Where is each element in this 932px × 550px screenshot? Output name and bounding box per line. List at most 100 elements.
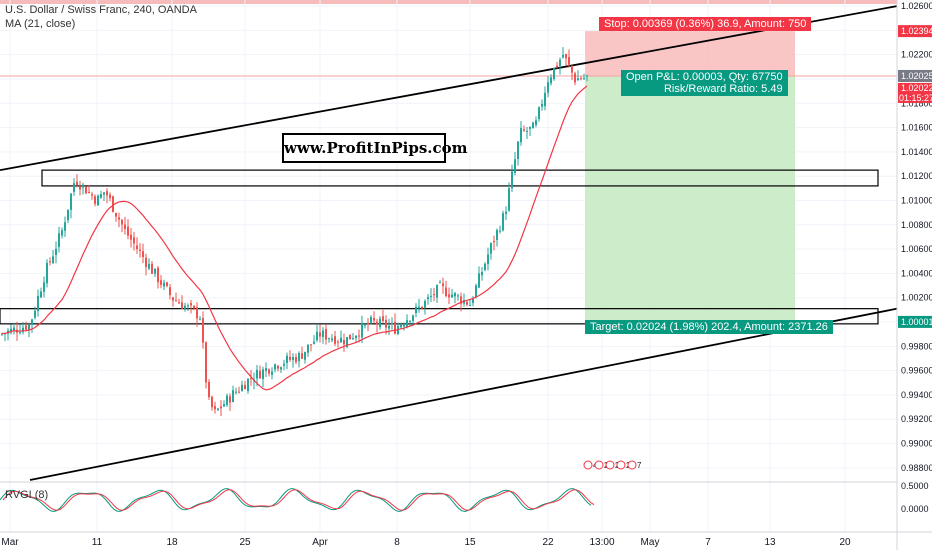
x-tick-label: 11 [92, 537, 103, 548]
candle-body [259, 370, 261, 379]
candle-body [481, 271, 483, 276]
candle-body [571, 65, 573, 73]
candle-body [532, 122, 534, 129]
candle-body [58, 233, 60, 247]
candle-body [466, 301, 468, 305]
candle-body [79, 186, 81, 190]
candle-body [454, 293, 456, 297]
y-tick-label: 1.00200 [901, 293, 932, 303]
candle-body [211, 396, 213, 408]
candle-body [172, 297, 174, 301]
candle-body [274, 364, 276, 370]
candle-body [343, 340, 345, 345]
candle-body [430, 295, 432, 297]
x-tick-label: 13 [764, 537, 776, 548]
candle-body [115, 212, 117, 217]
candle-body [379, 318, 381, 328]
candle-body [361, 323, 363, 338]
candle-body [223, 404, 225, 407]
candle-body [505, 211, 507, 215]
candle-body [433, 294, 435, 296]
x-tick-label: 22 [542, 537, 554, 548]
candle-body [181, 302, 183, 309]
candle-body [70, 193, 72, 210]
candle-body [508, 188, 510, 211]
candle-body [265, 368, 267, 372]
candle-body [109, 194, 111, 199]
candle-body [103, 192, 105, 195]
candle-body [337, 341, 339, 343]
candle-body [292, 357, 294, 361]
candle-body [553, 67, 555, 80]
candle-body [355, 335, 357, 339]
candle-body [34, 310, 36, 318]
candle-body [541, 103, 543, 107]
x-tick-label: 20 [839, 537, 851, 548]
candle-body [268, 369, 270, 374]
candle-body [13, 327, 15, 331]
candle-body [376, 321, 378, 325]
candle-body [175, 300, 177, 302]
y-tick-label: 1.00400 [901, 268, 932, 278]
candle-body [190, 303, 192, 306]
candle-body [97, 195, 99, 206]
candle-body [427, 297, 429, 300]
y-tick-label: 1.01800 [901, 98, 932, 108]
candle-body [94, 196, 96, 204]
zone-box [0, 308, 879, 325]
brand-watermark: www.ProfitInPips.com [282, 133, 468, 163]
candle-body [556, 65, 558, 68]
candle-body [208, 381, 210, 398]
candle-body [166, 282, 168, 287]
candle-body [10, 328, 12, 333]
stop-zone [585, 31, 795, 76]
y-tick-label: 1.02600 [901, 1, 932, 11]
candle-body [64, 222, 66, 231]
candle-body [448, 294, 450, 298]
target-zone [585, 75, 795, 322]
candle-body [235, 391, 237, 393]
candle-body [577, 78, 579, 81]
price-tag-bg [898, 69, 932, 82]
candle-body [475, 285, 477, 298]
candle-body [160, 280, 162, 285]
channel-lower-line [29, 307, 898, 481]
candle-body [319, 332, 321, 337]
candle-body [340, 337, 342, 343]
y-tick-label: 1.02200 [901, 50, 932, 60]
candle-body [163, 282, 165, 287]
candle-body [334, 336, 336, 344]
candle-body [262, 369, 264, 379]
rvgi-signal-line [2, 489, 595, 511]
candle-body [91, 194, 93, 196]
candle-body [49, 261, 51, 263]
y-tick-label: 0.98800 [901, 463, 932, 473]
candle-body [316, 331, 318, 341]
candle-body [511, 171, 513, 189]
symbol-title: U.S. Dollar / Swiss Franc, 240, OANDA [5, 4, 197, 16]
zone-box [41, 169, 879, 187]
candle-body [229, 396, 231, 403]
candle-body [310, 344, 312, 346]
candle-body [241, 384, 243, 391]
candle-body [271, 371, 273, 375]
y-tick-label: 0.99800 [901, 341, 932, 351]
candle-body [193, 305, 195, 309]
candle-body [226, 395, 228, 405]
candle-body [538, 107, 540, 120]
candle-body [157, 267, 159, 283]
y-tick-label: 1.00600 [901, 244, 932, 254]
candle-body [307, 344, 309, 353]
candle-body [559, 59, 561, 67]
candle-body [520, 128, 522, 143]
candle-body [67, 209, 69, 221]
candle-body [412, 315, 414, 321]
candle-body [313, 341, 315, 344]
candle-body [409, 320, 411, 322]
candle-body [358, 335, 360, 337]
price-tag-bg [898, 315, 932, 328]
y-tick-label: 1.01200 [901, 171, 932, 181]
candle-body [169, 287, 171, 296]
x-tick-label: 7 [705, 537, 711, 548]
